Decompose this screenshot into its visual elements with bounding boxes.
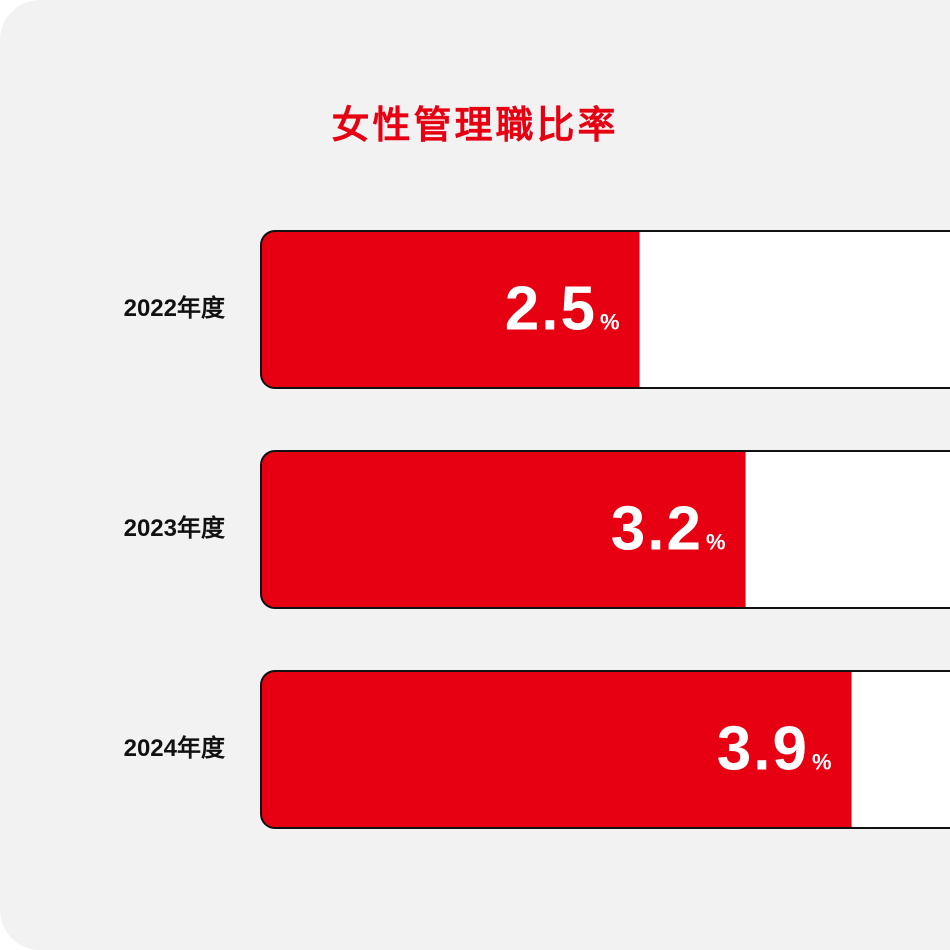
category-label: 2022年度 <box>124 294 226 322</box>
value-label: 2.5% <box>505 275 620 344</box>
value-unit: % <box>812 749 832 774</box>
value-number: 2.5 <box>505 275 597 344</box>
category-label: 2023年度 <box>124 514 226 542</box>
value-unit: % <box>600 309 620 334</box>
track-border <box>260 230 950 389</box>
track-border <box>260 450 950 609</box>
chart-title: 女性管理職比率 <box>331 104 618 147</box>
value-unit: % <box>706 529 726 554</box>
value-number: 3.2 <box>611 495 703 564</box>
bar <box>261 451 746 608</box>
value-label: 3.2% <box>611 495 726 564</box>
bar <box>261 671 852 828</box>
value-number: 3.9 <box>717 715 809 784</box>
category-label: 2024年度 <box>124 734 226 762</box>
bar <box>261 231 640 388</box>
value-label: 3.9% <box>717 715 832 784</box>
track-border <box>260 670 950 829</box>
